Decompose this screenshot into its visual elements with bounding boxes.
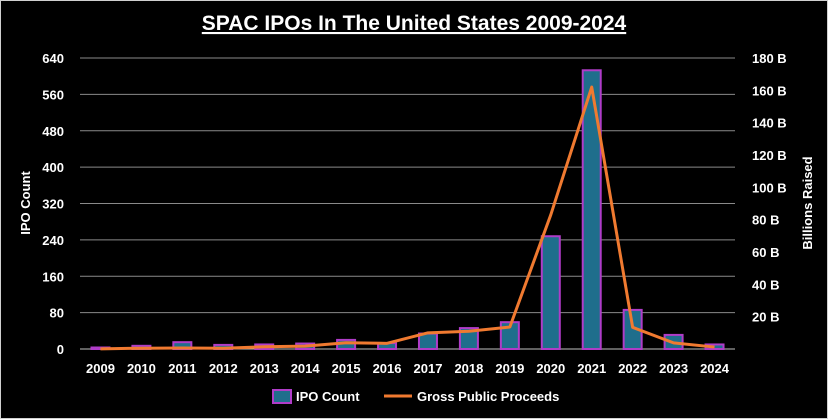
y-tick-label: 160: [42, 269, 64, 284]
line-gross-public-proceeds: [100, 85, 715, 351]
x-tick-label: 2019: [495, 361, 524, 376]
y2-tick-label: 60 B: [752, 245, 779, 260]
x-tick-label: 2016: [373, 361, 402, 376]
bar-ipo-count-2021: [581, 69, 602, 351]
y-tick-label: 240: [42, 233, 64, 248]
y2-tick-label: 80 B: [752, 213, 779, 228]
y-tick-label: 0: [57, 342, 64, 357]
x-tick-label: 2014: [291, 361, 321, 376]
x-tick-label: 2015: [332, 361, 361, 376]
y2-tick-label: 140 B: [752, 116, 787, 131]
y-tick-label: 640: [42, 51, 64, 66]
line-series: [100, 85, 715, 351]
bar-ipo-count-2018: [458, 327, 479, 351]
y2-tick-label: 120 B: [752, 148, 787, 163]
y2-axis-label: Billions Raised: [800, 156, 815, 249]
legend: IPO Count Gross Public Proceeds: [272, 389, 559, 404]
x-tick-label: 2011: [168, 361, 196, 376]
x-tick-label: 2023: [659, 361, 688, 376]
x-tick-label: 2022: [618, 361, 647, 376]
x-tick-label: 2013: [250, 361, 279, 376]
y-tick-label: 320: [42, 197, 64, 212]
y-axis-label: IPO Count: [18, 171, 33, 235]
x-tick-label: 2009: [86, 361, 115, 376]
x-tick-label: 2010: [127, 361, 156, 376]
chart-title: SPAC IPOs In The United States 2009-2024: [202, 12, 627, 35]
bar-ipo-count-2020: [540, 235, 561, 350]
x-tick-label: 2024: [700, 361, 730, 376]
legend-swatch-ipo-count: [272, 389, 292, 404]
y2-tick-label: 180 B: [752, 51, 787, 66]
y-tick-label: 560: [42, 87, 64, 102]
legend-label-ipo-count: IPO Count: [296, 389, 360, 404]
y-tick-label: 80: [50, 306, 64, 321]
right-axis-ticks: 20 B 40 B 60 B 80 B 100 B 120 B 140 B 160 B 180 …: [752, 51, 787, 325]
gridlines: [80, 57, 735, 350]
x-tick-label: 2012: [209, 361, 238, 376]
y2-tick-label: 160 B: [752, 83, 787, 98]
left-axis-ticks: 0 80 160 240 320 400 480 560 640: [42, 51, 64, 357]
x-axis-ticks: 2009 2010 2011 2012 2013 2014 2015 2016 2017 2018…: [86, 361, 730, 376]
y2-tick-label: 40 B: [752, 277, 779, 292]
y2-tick-label: 100 B: [752, 180, 787, 195]
y2-tick-label: 20 B: [752, 310, 779, 325]
legend-label-proceeds: Gross Public Proceeds: [417, 389, 559, 404]
y-tick-label: 480: [42, 124, 64, 139]
x-tick-label: 2020: [536, 361, 565, 376]
y-tick-label: 400: [42, 160, 64, 175]
x-tick-label: 2021: [577, 361, 606, 376]
x-tick-label: 2018: [454, 361, 483, 376]
x-tick-label: 2017: [414, 361, 443, 376]
